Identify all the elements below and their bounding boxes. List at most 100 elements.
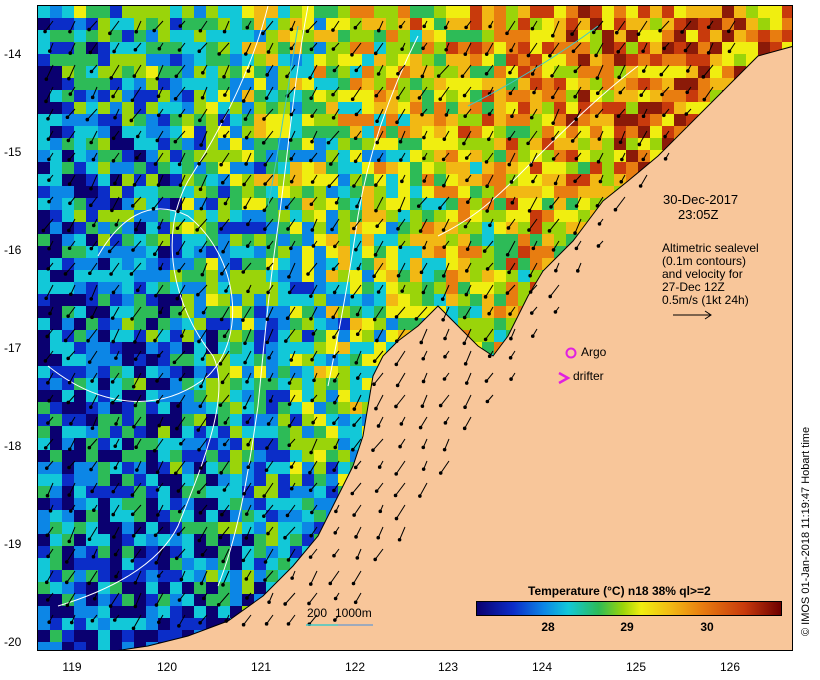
sst-cell (74, 78, 86, 90)
velocity-arrow-head (265, 73, 269, 77)
sst-cell (578, 246, 590, 258)
sst-cell (614, 246, 626, 258)
sst-cell (158, 318, 170, 330)
velocity-arrow-head (394, 315, 399, 319)
sst-cell (398, 522, 410, 534)
sst-cell (134, 174, 146, 186)
velocity-arrow-head (377, 465, 382, 469)
sst-cell (230, 222, 242, 234)
velocity-arrow-head (309, 47, 314, 52)
sst-cell (62, 234, 74, 246)
sst-cell (338, 546, 350, 558)
sst-cell (590, 150, 602, 162)
sst-cell (518, 378, 530, 390)
sst-cell (62, 366, 74, 378)
sst-cell (110, 378, 122, 390)
sst-cell (518, 222, 530, 234)
sst-cell (62, 426, 74, 438)
velocity-arrow-head (483, 295, 488, 299)
velocity-arrow-head (172, 360, 177, 365)
sst-cell (530, 354, 542, 366)
sst-cell (434, 114, 446, 126)
velocity-arrow-head (241, 99, 246, 103)
velocity-arrow (134, 328, 142, 343)
sst-cell (398, 594, 410, 606)
sst-cell (74, 558, 86, 570)
velocity-arrow-head (422, 24, 427, 29)
depth-label-200: 200 (307, 606, 328, 620)
velocity-arrow (68, 64, 76, 79)
sst-cell (446, 450, 458, 462)
sst-cell (98, 570, 110, 582)
sst-cell (674, 30, 686, 42)
sst-cell (158, 270, 170, 282)
sst-cell (242, 510, 254, 522)
sst-cell (338, 414, 350, 426)
sst-cell (674, 618, 686, 630)
sst-cell (518, 234, 530, 246)
sst-cell (410, 474, 422, 486)
sst-cell (782, 390, 792, 402)
sst-cell (554, 126, 566, 138)
velocity-arrow-head (109, 76, 114, 80)
sst-cell (206, 546, 218, 558)
sst-cell (386, 318, 398, 330)
velocity-arrow-head (416, 204, 421, 208)
sst-cell (362, 570, 374, 582)
velocity-arrow-head (462, 315, 467, 320)
velocity-arrow-head (443, 25, 448, 30)
sst-cell (206, 402, 218, 414)
sst-cell (470, 90, 482, 102)
sst-cell (254, 186, 266, 198)
sst-cell (410, 186, 422, 198)
sst-cell (674, 486, 686, 498)
sst-cell (86, 306, 98, 318)
velocity-arrow-head (219, 470, 223, 475)
velocity-arrow-head (263, 227, 267, 231)
sst-cell (530, 510, 542, 522)
sst-cell (698, 330, 710, 342)
velocity-arrow-head (218, 362, 223, 366)
sst-cell (146, 366, 158, 378)
velocity-arrow (419, 482, 428, 497)
sst-cell (722, 426, 734, 438)
sst-cell (170, 438, 182, 450)
sst-cell (362, 438, 374, 450)
velocity-arrow-head (265, 317, 270, 322)
sst-cell (686, 306, 698, 318)
velocity-arrow (484, 240, 494, 252)
sst-cell (482, 222, 494, 234)
velocity-arrow-head (333, 618, 337, 622)
sst-cell (422, 546, 434, 558)
velocity-arrow-head (68, 92, 73, 96)
sst-cell (386, 306, 398, 318)
sst-cell (782, 510, 792, 522)
sst-cell (122, 114, 134, 126)
sst-cell (338, 642, 350, 650)
velocity-arrow-head (112, 49, 116, 54)
sst-cell (782, 198, 792, 210)
sst-cell (170, 462, 182, 474)
sst-cell (602, 546, 614, 558)
sst-cell (674, 474, 686, 486)
sst-cell (566, 210, 578, 222)
sst-cell (758, 462, 770, 474)
velocity-arrow-head (550, 74, 554, 78)
sst-cell (266, 450, 278, 462)
velocity-arrow-head (354, 247, 358, 252)
sst-cell (662, 630, 674, 642)
sst-cell (650, 390, 662, 402)
sst-cell (686, 90, 698, 102)
velocity-arrow (155, 152, 164, 165)
velocity-arrow-head (353, 25, 358, 30)
sst-cell (782, 222, 792, 234)
sst-cell (410, 258, 422, 270)
sst-cell (446, 438, 458, 450)
velocity-arrow-head (332, 68, 337, 73)
sst-cell (782, 162, 792, 174)
sst-cell (782, 630, 792, 642)
velocity-arrow-head (398, 139, 403, 144)
sst-cell (494, 6, 506, 18)
sst-cell (50, 186, 62, 198)
sst-cell (758, 318, 770, 330)
